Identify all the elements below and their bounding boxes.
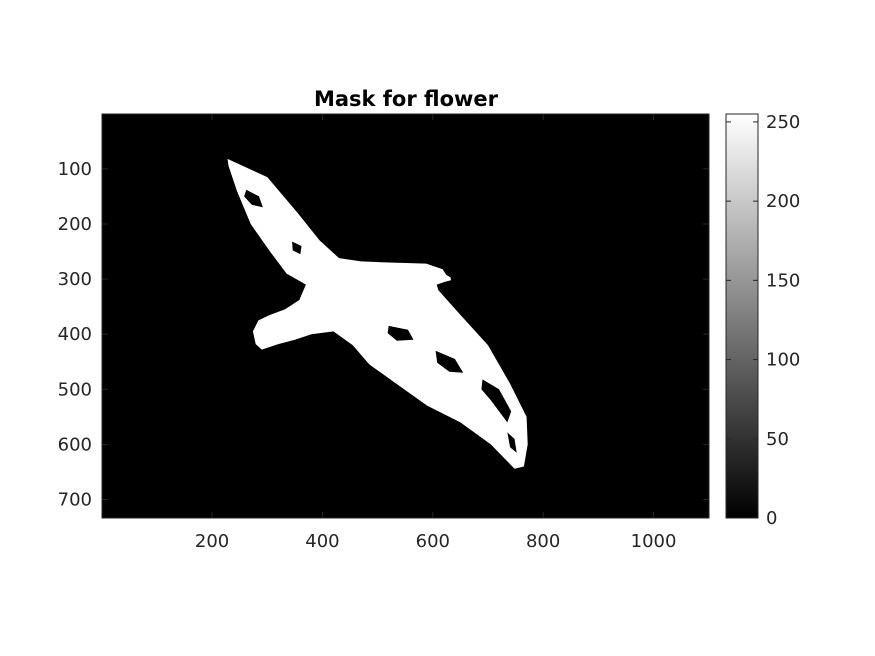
x-tick-label: 1000 <box>631 531 677 552</box>
colorbar-tick-label: 150 <box>766 270 800 291</box>
x-tick-label: 800 <box>526 531 560 552</box>
colorbar-ticks: 0 50 100 150 200 250 <box>726 112 800 529</box>
x-tick-label: 600 <box>416 531 450 552</box>
colorbar-gradient <box>725 113 759 519</box>
y-tick-label: 600 <box>58 434 92 455</box>
chart-title: Mask for flower <box>314 87 499 111</box>
axes-frame <box>101 113 710 519</box>
colorbar-tick-label: 100 <box>766 350 800 371</box>
mask-region <box>227 158 528 469</box>
y-tick-label: 200 <box>58 214 92 235</box>
colorbar-tick-label: 0 <box>766 508 777 529</box>
y-axis: 100 200 300 400 500 600 700 <box>58 159 709 511</box>
colorbar: 0 50 100 150 200 250 <box>725 112 800 529</box>
y-tick-label: 700 <box>58 490 92 511</box>
x-tick-label: 200 <box>195 531 229 552</box>
colorbar-tick-label: 200 <box>766 191 800 212</box>
x-axis: 200 400 600 800 1000 <box>195 114 677 552</box>
y-tick-label: 300 <box>58 269 92 290</box>
image-axes: 200 400 600 800 1000 100 200 300 400 500 600 700 <box>58 113 710 552</box>
y-tick-label: 100 <box>58 159 92 180</box>
colorbar-tick-label: 250 <box>766 112 800 133</box>
y-tick-label: 500 <box>58 379 92 400</box>
y-tick-label: 400 <box>58 324 92 345</box>
colorbar-tick-label: 50 <box>766 429 789 450</box>
x-tick-label: 400 <box>305 531 339 552</box>
